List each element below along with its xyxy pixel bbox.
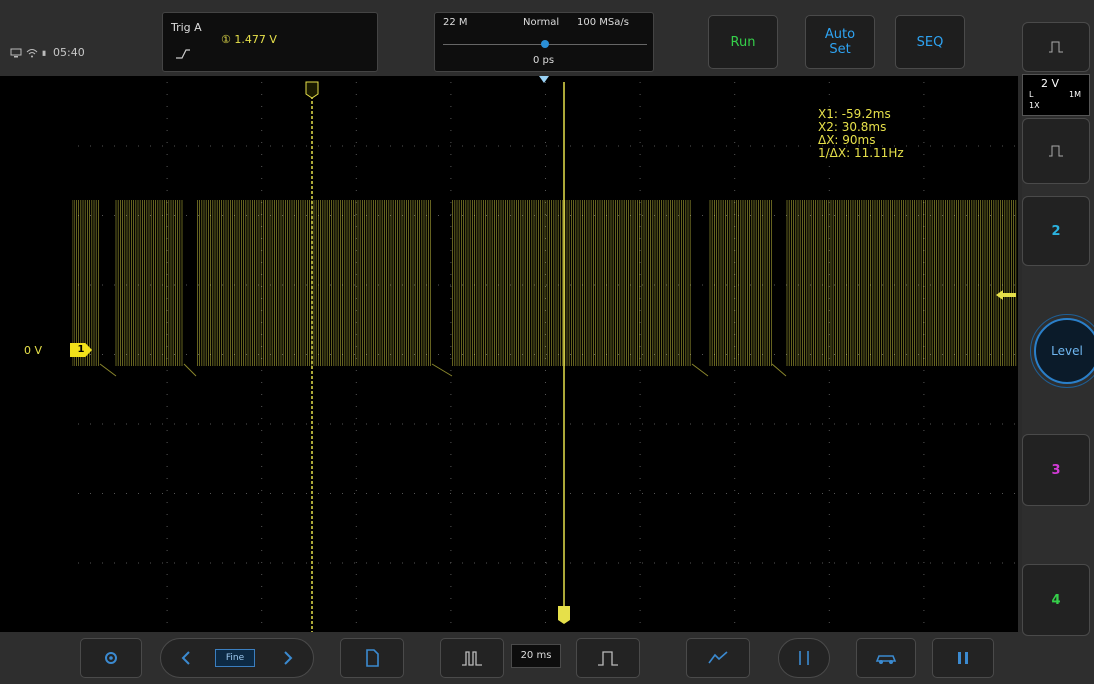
ch1-zero-label: 0 V (24, 344, 43, 357)
pulse-icon (1049, 41, 1063, 53)
ch1-ground-marker[interactable]: 1 (70, 343, 92, 357)
measure-icon (708, 651, 728, 664)
clock: 05:40 (53, 46, 85, 59)
battery-icon (42, 50, 46, 56)
trigger-position-marker (539, 76, 549, 83)
cursor-x1-readout: X1: -59.2ms (818, 107, 891, 121)
ch4-button[interactable]: 4 (1022, 564, 1090, 636)
chevron-left-icon (181, 651, 190, 665)
ch1-pulse-up-button[interactable] (1022, 22, 1090, 72)
chevron-right-icon (284, 651, 293, 665)
auto-set-button[interactable]: Auto Set (805, 15, 875, 69)
bottom-toolbar: Fine 20 ms (0, 632, 1022, 684)
ch3-button[interactable]: 3 (1022, 434, 1090, 506)
top-bar: 05:40 Trig A ① 1.477 V 22 M Normal 100 M… (0, 0, 1022, 76)
rising-edge-icon (176, 49, 190, 59)
memory-depth: 22 M (443, 17, 468, 28)
settings-button[interactable] (80, 638, 142, 678)
ch1-probe: 1X (1029, 101, 1040, 110)
pause-button[interactable] (932, 638, 994, 678)
cursor-frequency-readout: 1/ΔX: 11.11Hz (818, 146, 904, 160)
run-button[interactable]: Run (708, 15, 778, 69)
acquisition-mode: Normal (523, 17, 560, 28)
cursor-x2-readout: X2: 30.8ms (818, 120, 887, 134)
wifi-icon (26, 48, 38, 57)
ch1-coupling: L (1029, 90, 1034, 99)
level-ring (1030, 314, 1094, 388)
memory-position-marker[interactable] (541, 40, 549, 48)
pulse-icon (1049, 145, 1063, 157)
sample-rate: 100 MSa/s (577, 17, 629, 28)
cursor-icon (799, 651, 809, 665)
cursor-button[interactable] (778, 638, 830, 678)
trigger-settings-box[interactable]: Trig A ① 1.477 V (162, 12, 378, 72)
waveform-canvas (72, 76, 1017, 632)
waveform-display[interactable]: X1: -59.2ms X2: 30.8ms ΔX: 90ms 1/ΔX: 11… (72, 76, 1018, 632)
car-icon (875, 655, 897, 664)
cursor-x2-handle (558, 606, 570, 624)
timebase-decrease-button[interactable] (440, 638, 504, 678)
display-icon (10, 48, 22, 57)
cursor-measurements: X1: -59.2ms X2: 30.8ms ΔX: 90ms 1/ΔX: 11… (818, 108, 904, 160)
ch1-impedance: 1M (1069, 90, 1081, 99)
timebase-increase-button[interactable] (576, 638, 640, 678)
trigger-level-arrow-icon[interactable] (996, 290, 1016, 300)
time-offset: 0 ps (533, 55, 555, 66)
graticule-grid (78, 82, 1015, 623)
pause-icon (958, 652, 968, 664)
cursor-delta-readout: ΔX: 90ms (818, 133, 876, 147)
ch1-waveform (72, 200, 1017, 377)
ch1-pulse-down-button[interactable] (1022, 118, 1090, 184)
fine-mode-label[interactable]: Fine (215, 649, 255, 667)
level-knob-button[interactable]: Level (1034, 318, 1094, 384)
seq-button[interactable]: SEQ (895, 15, 965, 69)
ch2-button[interactable]: 2 (1022, 196, 1090, 266)
vehicle-button[interactable] (856, 638, 916, 678)
time-per-division: 20 ms (511, 644, 561, 668)
file-icon (366, 649, 379, 667)
auto-set-label-2: Set (829, 42, 851, 57)
auto-set-label-1: Auto (824, 27, 856, 42)
trigger-source-label: Trig A (171, 21, 202, 34)
measure-button[interactable] (686, 638, 750, 678)
acquisition-info-box[interactable]: 22 M Normal 100 MSa/s 0 ps (434, 12, 654, 72)
gear-icon (105, 652, 117, 664)
cursor-x1-handle (305, 81, 319, 99)
status-bar: 05:40 (10, 46, 85, 59)
save-file-button[interactable] (340, 638, 404, 678)
ch1-settings-display[interactable]: 2 V L 1M 1X (1022, 74, 1090, 116)
pulse-narrow-icon (462, 651, 482, 666)
left-margin (0, 76, 72, 632)
trigger-level-value: ① 1.477 V (221, 33, 277, 46)
ch1-volts-per-div: 2 V (1041, 77, 1060, 90)
pulse-wide-icon (598, 651, 618, 666)
